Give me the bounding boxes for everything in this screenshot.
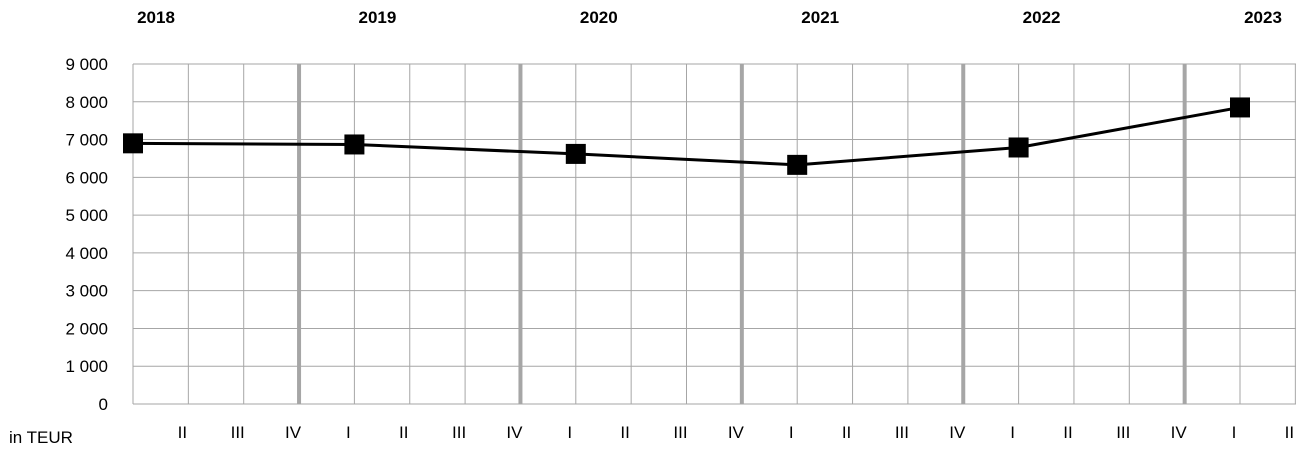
y-axis-ticks: 0 1 000 2 000 3 000 4 000 5 000 6 000 7 000 8 00… <box>65 55 108 414</box>
quarter-tick-label: IV <box>949 423 966 442</box>
grid <box>132 63 1296 405</box>
y-tick-label: 1 000 <box>65 357 108 376</box>
quarter-tick-label: IV <box>1171 423 1188 442</box>
data-point-marker <box>123 133 143 154</box>
quarter-tick-label: II <box>1063 423 1072 442</box>
data-point-marker <box>787 154 808 175</box>
x-axis-quarter-ticks: II III IV I II III IV I II III IV I II III IV I II III IV I… <box>178 423 1294 442</box>
series-line <box>132 105 1241 167</box>
quarter-tick-label: II <box>399 423 408 442</box>
quarter-tick-label: II <box>842 423 851 442</box>
y-tick-label: 3 000 <box>65 282 108 301</box>
y-tick-label: 2 000 <box>65 319 108 338</box>
data-point-marker <box>1230 97 1250 118</box>
year-label: 2018 <box>137 8 175 27</box>
quarter-tick-label: I <box>567 423 572 442</box>
quarter-tick-label: I <box>789 423 794 442</box>
year-label: 2021 <box>801 8 839 27</box>
y-tick-label: 8 000 <box>65 93 108 112</box>
quarter-tick-label: III <box>231 423 245 442</box>
year-label: 2019 <box>358 8 396 27</box>
year-label: 2023 <box>1244 8 1282 27</box>
quarter-tick-label: IV <box>285 423 302 442</box>
y-tick-label: 0 <box>99 395 108 414</box>
y-tick-label: 9 000 <box>65 55 108 74</box>
quarter-tick-label: III <box>895 423 909 442</box>
data-point-marker <box>1008 137 1029 158</box>
quarter-tick-label: IV <box>728 423 745 442</box>
quarter-tick-label: IV <box>506 423 523 442</box>
y-tick-label: 7 000 <box>65 131 108 150</box>
unit-label: in TEUR <box>9 428 73 447</box>
quarter-tick-label: I <box>346 423 351 442</box>
quarter-tick-label: I <box>1232 423 1237 442</box>
series <box>123 97 1250 175</box>
y-tick-label: 5 000 <box>65 206 108 225</box>
quarter-tick-label: III <box>1116 423 1130 442</box>
quarter-tick-label: II <box>1285 423 1294 442</box>
year-label: 2022 <box>1023 8 1061 27</box>
year-label: 2020 <box>580 8 618 27</box>
data-point-marker <box>344 134 365 155</box>
quarter-tick-label: III <box>452 423 466 442</box>
year-labels: 2018 2019 2020 2021 2022 2023 <box>137 8 1282 27</box>
quarter-tick-label: III <box>673 423 687 442</box>
quarter-tick-label: I <box>1010 423 1015 442</box>
quarter-tick-label: II <box>620 423 629 442</box>
quarter-tick-label: II <box>178 423 187 442</box>
y-tick-label: 6 000 <box>65 168 108 187</box>
y-tick-label: 4 000 <box>65 244 108 263</box>
data-point-marker <box>565 143 586 164</box>
